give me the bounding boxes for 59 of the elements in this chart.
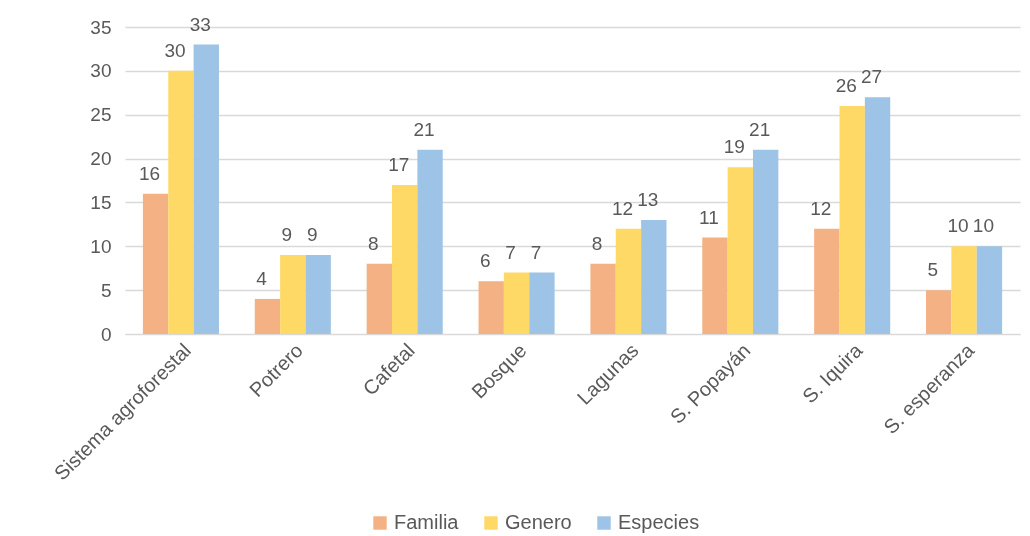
bar [839, 105, 865, 334]
bar [864, 97, 891, 334]
data-label: 16 [139, 162, 161, 184]
bar [529, 272, 555, 334]
bar [254, 298, 281, 334]
y-tick-label: 5 [100, 279, 112, 301]
bar [590, 263, 616, 334]
y-tick-label: 30 [90, 60, 112, 82]
data-label: 5 [927, 259, 938, 281]
bar [976, 246, 1003, 334]
bar [951, 246, 977, 334]
data-label: 10 [947, 215, 969, 237]
data-label: 10 [972, 215, 994, 237]
data-label: 17 [388, 153, 410, 175]
bar [702, 237, 728, 334]
legend-label: Especies [618, 511, 700, 533]
bar [727, 167, 753, 334]
y-tick-label: 35 [90, 16, 112, 38]
data-label: 19 [723, 136, 745, 158]
data-label: 11 [699, 206, 719, 228]
data-label: 4 [256, 267, 268, 289]
data-label: 26 [835, 74, 857, 96]
bar [193, 44, 219, 334]
data-label: 33 [189, 13, 211, 35]
data-label: 7 [530, 241, 542, 263]
y-tick-label: 15 [90, 191, 112, 213]
bar [392, 184, 418, 334]
y-tick-label: 10 [90, 235, 112, 257]
bar [280, 255, 306, 334]
bar [478, 281, 504, 334]
y-tick-label: 20 [90, 148, 112, 170]
data-label: 12 [810, 197, 832, 219]
data-label: 9 [306, 224, 318, 246]
bar [305, 255, 331, 334]
legend-label: Genero [505, 511, 572, 533]
data-label: 9 [281, 224, 293, 246]
bar [366, 263, 393, 334]
bar [417, 149, 443, 334]
bar [168, 70, 194, 334]
data-label: 12 [611, 197, 634, 219]
bar [503, 272, 530, 334]
y-tick-label: 25 [90, 104, 112, 126]
bar [142, 193, 169, 334]
data-label: 8 [368, 232, 379, 254]
bar [752, 149, 779, 334]
bar [926, 290, 952, 334]
y-tick-label: 0 [100, 323, 112, 345]
bar [615, 228, 642, 334]
data-label: 8 [591, 232, 603, 254]
data-label: 21 [413, 118, 435, 140]
data-label: 27 [860, 66, 883, 88]
data-label: 21 [749, 118, 771, 140]
data-label: 7 [505, 241, 516, 263]
data-label: 30 [164, 39, 186, 61]
bar [814, 228, 840, 334]
data-label: 6 [479, 250, 491, 272]
bar [641, 219, 667, 334]
legend-label: Familia [394, 511, 460, 533]
data-label: 13 [637, 188, 659, 210]
